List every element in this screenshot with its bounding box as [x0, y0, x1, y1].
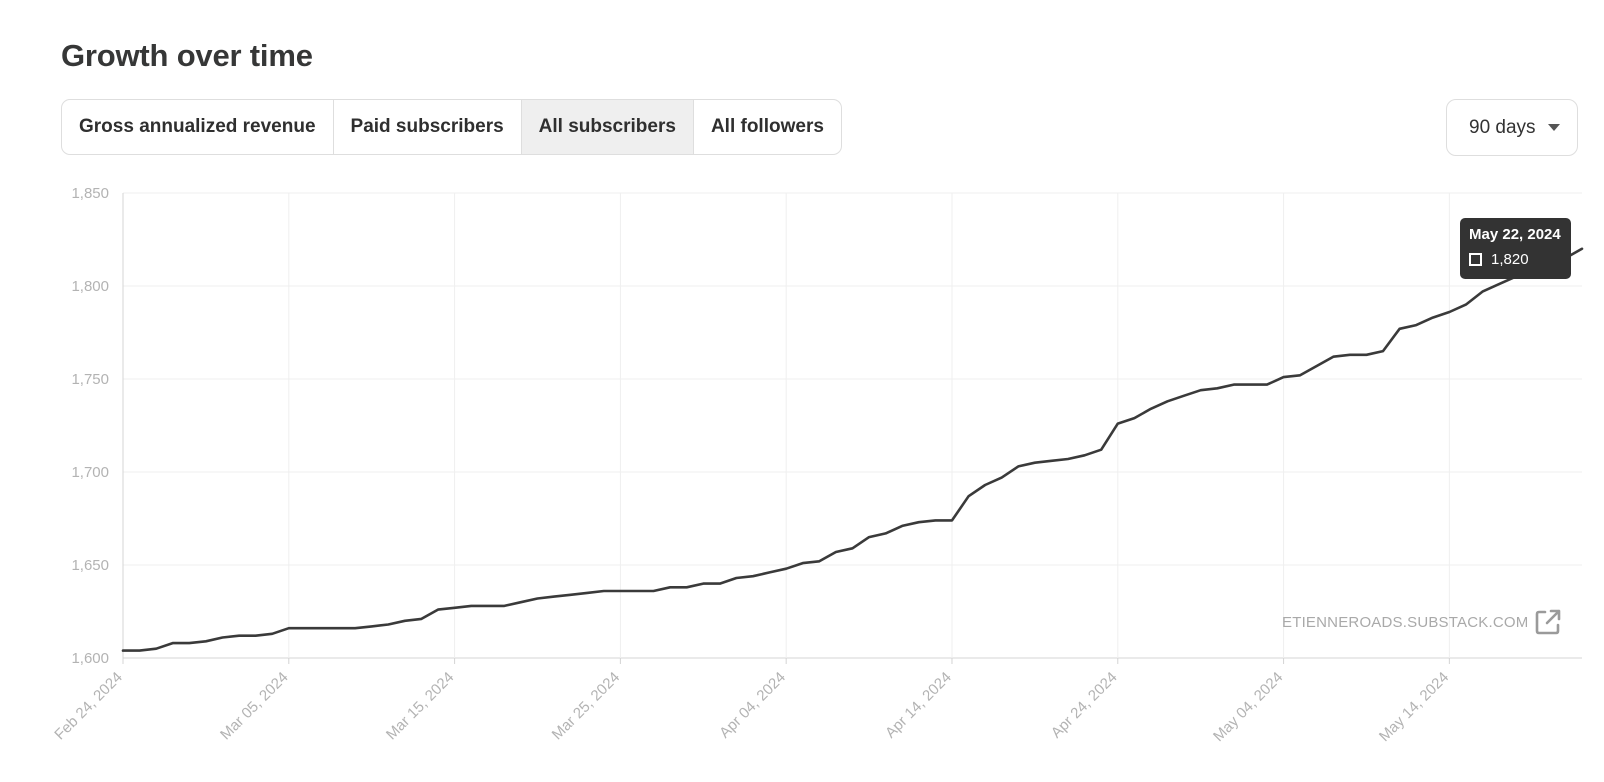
- y-tick-label: 1,750: [71, 371, 109, 388]
- tab-all-followers[interactable]: All followers: [710, 116, 824, 137]
- series-line: [121, 247, 1584, 652]
- x-tick-label: Apr 04, 2024: [716, 669, 789, 742]
- external-link-icon[interactable]: [1534, 608, 1562, 636]
- tab-gross-annualized-revenue[interactable]: Gross annualized revenue: [62, 100, 334, 154]
- y-tick-label: 1,850: [71, 185, 109, 202]
- x-tick-label: Mar 05, 2024: [217, 669, 292, 744]
- date-range-value: 90 days: [1469, 116, 1536, 138]
- tab-paid-subscribers[interactable]: Paid subscribers: [334, 100, 522, 154]
- tab-all-subscribers[interactable]: All subscribers: [521, 100, 694, 154]
- y-tick-label: 1,600: [71, 650, 109, 667]
- metric-tabs: Gross annualized revenue Paid subscriber…: [61, 99, 842, 155]
- watermark-text: ETIENNEROADS.SUBSTACK.COM: [1282, 613, 1529, 631]
- tooltip-date: May 22, 2024: [1469, 226, 1561, 243]
- chevron-down-icon: [1547, 124, 1560, 131]
- y-tick-label: 1,650: [71, 557, 109, 574]
- x-tick-label: Apr 14, 2024: [882, 669, 955, 742]
- chart-tooltip: May 22, 2024 1,820: [1460, 218, 1571, 279]
- x-tick-label: May 04, 2024: [1210, 669, 1286, 745]
- tooltip-value: 1,820: [1491, 251, 1529, 268]
- x-tick-label: Feb 24, 2024: [51, 669, 126, 744]
- x-tick-label: May 14, 2024: [1376, 669, 1452, 745]
- publication-watermark[interactable]: ETIENNEROADS.SUBSTACK.COM: [1282, 608, 1562, 636]
- y-tick-label: 1,700: [71, 464, 109, 481]
- page-title: Growth over time: [61, 38, 313, 73]
- x-tick-label: Mar 15, 2024: [383, 669, 458, 744]
- x-tick-label: Mar 25, 2024: [549, 669, 624, 744]
- y-tick-label: 1,800: [71, 278, 109, 295]
- x-tick-label: Apr 24, 2024: [1048, 669, 1121, 742]
- tooltip-series-swatch: [1469, 253, 1482, 266]
- date-range-select[interactable]: 90 days: [1446, 99, 1578, 156]
